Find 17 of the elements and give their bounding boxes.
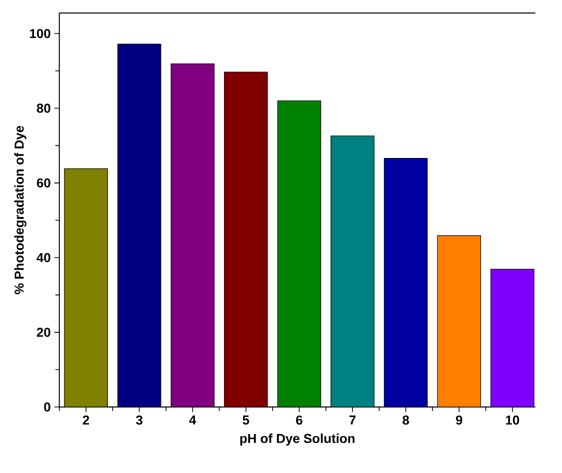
x-tick-label: 6: [296, 416, 302, 425]
x-tick-label: 7: [349, 416, 356, 424]
x-tick-label: 3: [136, 416, 142, 425]
x-axis-title: pH of Dye Solution: [240, 434, 354, 446]
y-tick-label: 20: [36, 328, 50, 337]
x-tick-label: 5: [242, 416, 250, 425]
x-tick-label: 9: [456, 416, 462, 425]
y-tick-label: 0: [44, 402, 50, 412]
y-tick-label: 100: [30, 28, 50, 38]
x-tick-label: 4: [189, 416, 196, 424]
x-tick-label: 10: [506, 416, 520, 425]
y-tick-label: 60: [36, 178, 50, 188]
y-axis-title: % Photodegradation of Dye: [14, 126, 26, 294]
y-tick-label: 80: [36, 104, 50, 113]
y-tick-label: 40: [36, 253, 50, 262]
x-tick-label: 2: [82, 416, 90, 425]
x-tick-label: 8: [402, 416, 410, 425]
